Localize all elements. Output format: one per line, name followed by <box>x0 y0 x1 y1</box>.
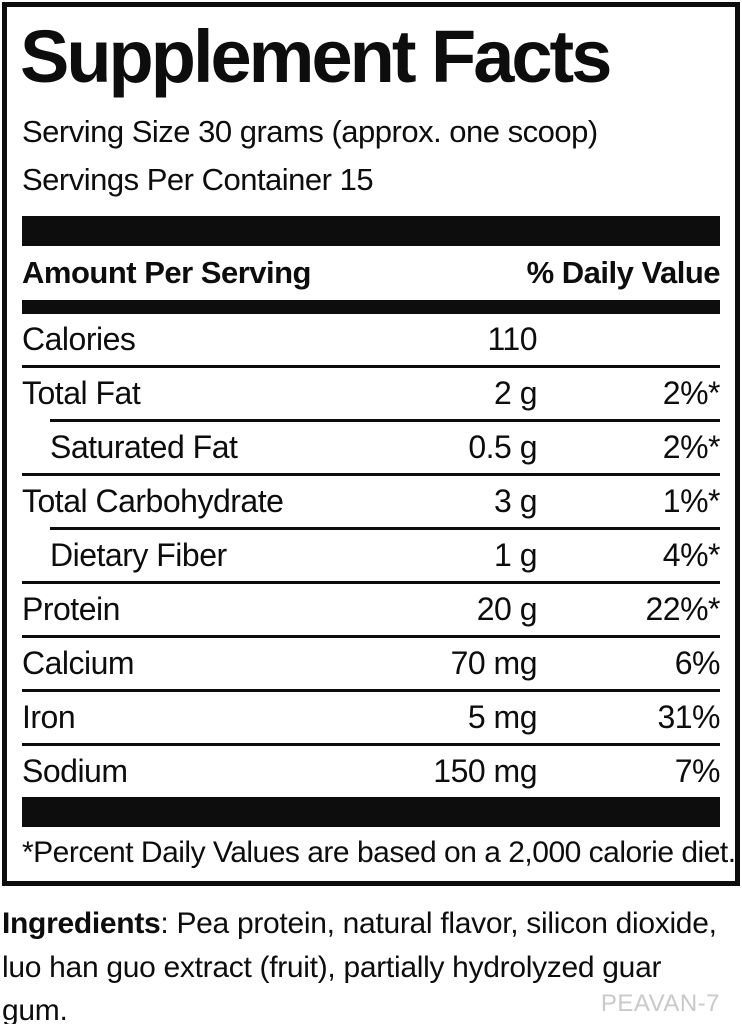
row-divider <box>22 634 720 638</box>
nutrient-name: Total Fat <box>22 374 141 411</box>
nutrient-daily-value: 31% <box>657 698 720 735</box>
nutrient-amount: 70 mg <box>450 644 538 681</box>
row-divider <box>22 472 720 476</box>
nutrient-name: Dietary Fiber <box>50 536 227 573</box>
row-divider <box>50 418 720 422</box>
row-divider <box>22 742 720 746</box>
table-header-row: Amount Per Serving % Daily Value <box>22 246 721 300</box>
nutrient-name: Protein <box>22 590 120 627</box>
table-row: Protein 20 g 22%* <box>22 584 721 635</box>
serving-size-line: Serving Size 30 grams (approx. one scoop… <box>22 113 598 149</box>
table-row: Calcium 70 mg 6% <box>22 638 721 689</box>
nutrient-amount: 2 g <box>494 374 537 411</box>
supplement-facts-panel: Supplement Facts Serving Size 30 grams (… <box>2 2 740 886</box>
separator-bar-bottom <box>22 796 720 827</box>
table-row: Sodium 150 mg 7% <box>22 746 721 797</box>
table-row: Saturated Fat 0.5 g 2%* <box>22 422 721 473</box>
nutrient-amount: 1 g <box>494 536 537 573</box>
table-row: Calories 110 <box>22 314 720 365</box>
nutrient-name: Sodium <box>22 752 128 789</box>
nutrient-amount: 150 mg <box>433 752 537 789</box>
nutrient-daily-value: 7% <box>674 752 721 789</box>
separator-bar-under-header <box>22 299 720 314</box>
row-divider <box>50 526 720 530</box>
row-divider <box>22 688 720 692</box>
nutrient-daily-value: 6% <box>674 644 721 681</box>
nutrient-rows: Calories 110 Total Fat 2 g 2%* Saturated Fat 0… <box>22 314 721 797</box>
nutrient-amount: 20 g <box>476 590 538 627</box>
nutrient-amount: 5 mg <box>467 698 538 735</box>
nutrient-daily-value: 1%* <box>662 482 721 519</box>
table-row: Iron 5 mg 31% <box>22 692 721 743</box>
row-divider <box>22 364 720 368</box>
separator-bar-top <box>22 215 720 246</box>
amount-per-serving-header: Amount Per Serving <box>22 254 312 290</box>
nutrient-name: Iron <box>22 698 76 735</box>
nutrient-amount: 3 g <box>494 482 537 519</box>
product-code: PEAVAN-7 <box>600 990 720 1017</box>
panel-title: Supplement Facts <box>20 15 612 98</box>
table-row: Total Carbohydrate 3 g 1%* <box>22 476 721 527</box>
nutrient-amount: 110 <box>487 320 537 357</box>
nutrient-name: Total Carbohydrate <box>22 482 284 519</box>
table-row: Total Fat 2 g 2%* <box>22 368 721 419</box>
servings-per-container-line: Servings Per Container 15 <box>22 161 374 197</box>
daily-value-footnote: *Percent Daily Values are based on a 2,0… <box>22 835 736 869</box>
ingredients-label: Ingredients <box>2 907 161 940</box>
nutrient-name: Saturated Fat <box>50 428 238 465</box>
ingredients-paragraph: Ingredients: Pea protein, natural flavor… <box>2 902 724 1024</box>
table-row: Dietary Fiber 1 g 4%* <box>22 530 721 581</box>
row-divider <box>22 580 720 584</box>
ingredients-text: : Pea protein, natural flavor, silicon d… <box>2 907 717 1024</box>
nutrient-daily-value: 2%* <box>662 428 721 465</box>
nutrient-amount: 0.5 g <box>468 428 537 465</box>
nutrient-name: Calcium <box>22 644 135 681</box>
nutrient-daily-value: 2%* <box>662 374 721 411</box>
nutrient-name: Calories <box>22 320 136 357</box>
nutrient-daily-value: 22%* <box>645 590 721 627</box>
nutrient-daily-value: 4%* <box>662 536 721 573</box>
daily-value-header: % Daily Value <box>526 254 721 290</box>
